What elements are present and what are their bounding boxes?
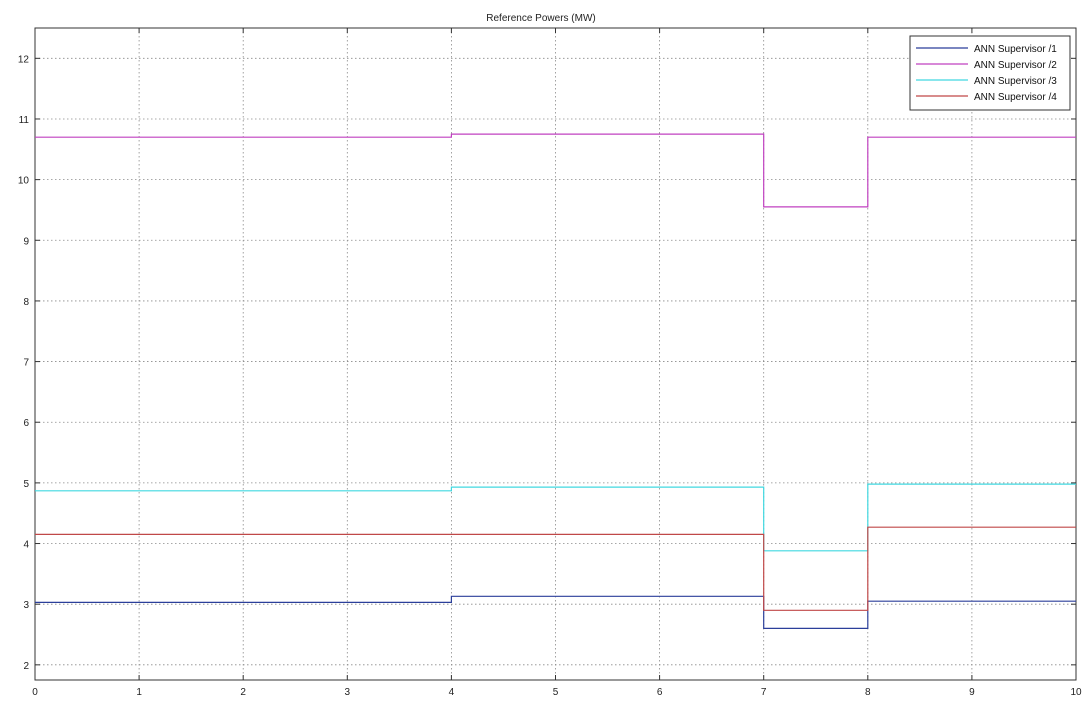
series-line-4	[35, 526, 1076, 611]
legend-label: ANN Supervisor /1	[974, 44, 1057, 55]
y-tick-label: 9	[23, 236, 29, 247]
x-tick-label: 7	[761, 687, 767, 698]
y-tick-label: 8	[23, 297, 29, 308]
series-line-2	[35, 133, 1076, 208]
y-tick-label: 3	[23, 600, 29, 611]
x-tick-label: 0	[32, 687, 38, 698]
plot-frame	[34, 27, 1077, 681]
x-tick-label: 1	[136, 687, 142, 698]
y-tick-label: 10	[18, 176, 30, 187]
x-tick-label: 3	[345, 687, 351, 698]
legend: ANN Supervisor /1 ANN Supervisor /2 ANN Su…	[909, 35, 1071, 111]
x-tick-label: 8	[865, 687, 871, 698]
y-tick-label: 6	[23, 418, 29, 429]
x-tick-label: 4	[449, 687, 455, 698]
y-tick-label: 11	[19, 115, 30, 126]
series-line-3	[35, 483, 1076, 552]
y-tick-label: 7	[23, 358, 29, 369]
y-tick-label: 2	[23, 661, 29, 672]
x-tick-label: 9	[969, 687, 975, 698]
x-tick-label: 5	[553, 687, 559, 698]
y-tick-label: 12	[18, 54, 30, 65]
y-tick-label: 5	[23, 479, 29, 490]
chart-title: Reference Powers (MW)	[486, 13, 595, 24]
x-tick-label: 6	[657, 687, 663, 698]
grid	[34, 28, 1077, 680]
legend-label: ANN Supervisor /3	[974, 76, 1057, 87]
legend-label: ANN Supervisor /2	[974, 60, 1057, 71]
legend-label: ANN Supervisor /4	[974, 92, 1057, 103]
x-tick-label: 2	[240, 687, 246, 698]
series-lines	[35, 133, 1076, 630]
x-tick-label: 10	[1070, 687, 1082, 698]
y-tick-label: 4	[23, 540, 29, 551]
